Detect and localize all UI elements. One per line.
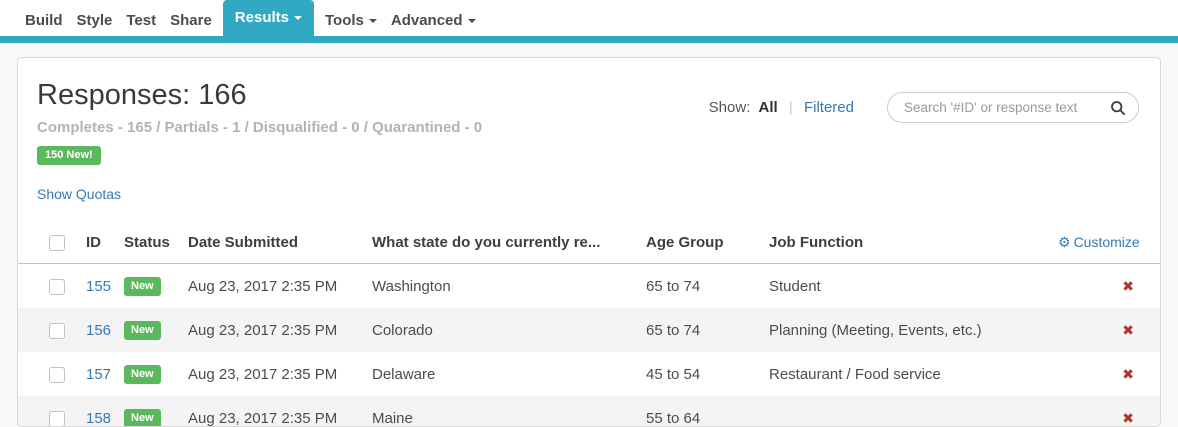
page-title: Responses: 166 [37, 79, 247, 111]
column-header-id[interactable]: ID [76, 226, 114, 265]
nav-item-advanced-label: Advanced [390, 12, 463, 29]
nav-item-tools[interactable]: Tools [318, 5, 384, 36]
date-submitted-cell: Aug 23, 2017 2:35 PM [188, 277, 338, 295]
nav-item-tools-label: Tools [324, 12, 364, 29]
job-function-cell: Planning (Meeting, Events, etc.) [769, 321, 982, 339]
caret-down-icon [368, 19, 377, 23]
nav-item-share[interactable]: Share [170, 12, 212, 29]
delete-response-icon[interactable]: ✖ [1122, 365, 1134, 382]
customize-button[interactable]: ⚙ Customize [1058, 234, 1140, 250]
table-header-row: ID Status Date Submitted What state do y… [18, 226, 1160, 265]
column-header-date[interactable]: Date Submitted [178, 226, 362, 265]
show-separator: | [788, 99, 793, 116]
table-row: 157 New Aug 23, 2017 2:35 PM Delaware 45… [18, 352, 1160, 396]
status-badge: New [124, 409, 161, 426]
job-function-cell [759, 396, 1048, 426]
status-badge: New [124, 365, 161, 385]
nav-item-results-label: Results [234, 9, 289, 26]
responses-panel: Responses: 166 Completes - 165 / Partial… [17, 57, 1161, 427]
column-header-state[interactable]: What state do you currently re... [362, 226, 636, 265]
state-cell: Colorado [372, 321, 433, 339]
nav-accent-bar [0, 36, 1178, 43]
column-header-status[interactable]: Status [114, 226, 178, 265]
caret-down-icon [293, 16, 302, 20]
delete-response-icon[interactable]: ✖ [1122, 409, 1134, 426]
content-area: Responses: 166 Completes - 165 / Partial… [0, 43, 1178, 427]
age-group-cell: 55 to 64 [646, 409, 701, 427]
job-function-cell: Student [769, 277, 821, 295]
panel-header: Responses: 166 Completes - 165 / Partial… [18, 79, 1160, 204]
responses-tbody: 155 New Aug 23, 2017 2:35 PM Washington … [18, 264, 1160, 427]
column-header-job[interactable]: Job Function [759, 226, 1048, 265]
nav-item-style[interactable]: Style [76, 12, 113, 29]
show-label: Show: [708, 99, 751, 116]
response-id-link[interactable]: 158 [86, 409, 112, 427]
age-group-cell: 65 to 74 [646, 321, 701, 339]
delete-response-icon[interactable]: ✖ [1122, 321, 1134, 338]
table-row: 158 New Aug 23, 2017 2:35 PM Maine 55 to… [18, 396, 1160, 427]
show-filter-toggle: Show: All | Filtered [709, 99, 854, 116]
new-responses-badge: 150 New! [37, 146, 101, 166]
date-submitted-cell: Aug 23, 2017 2:35 PM [188, 409, 338, 427]
show-all-link[interactable]: All [758, 99, 778, 116]
response-id-link[interactable]: 156 [86, 321, 112, 339]
row-checkbox[interactable] [49, 410, 65, 426]
status-badge: New [124, 321, 161, 341]
delete-response-icon[interactable]: ✖ [1122, 277, 1134, 294]
show-filtered-link[interactable]: Filtered [803, 99, 854, 116]
state-cell: Washington [372, 277, 451, 295]
state-cell: Delaware [372, 365, 436, 383]
age-group-cell: 65 to 74 [646, 277, 701, 295]
table-row: 156 New Aug 23, 2017 2:35 PM Colorado 65… [18, 308, 1160, 353]
nav-item-test[interactable]: Test [126, 12, 157, 29]
header-controls: Show: All | Filtered [709, 92, 1139, 123]
select-all-checkbox[interactable] [49, 235, 65, 252]
job-function-cell: Restaurant / Food service [769, 365, 941, 383]
response-stats: Completes - 165 / Partials - 1 / Disqual… [37, 119, 483, 137]
row-checkbox[interactable] [49, 278, 65, 295]
search-icon[interactable] [1110, 100, 1126, 116]
age-group-cell: 45 to 54 [646, 365, 701, 383]
column-header-age[interactable]: Age Group [636, 226, 759, 265]
responses-summary: Responses: 166 Completes - 165 / Partial… [37, 79, 482, 204]
state-cell: Maine [372, 409, 413, 427]
status-badge: New [124, 277, 161, 297]
nav-item-build[interactable]: Build [25, 12, 63, 29]
response-id-link[interactable]: 157 [86, 365, 112, 383]
search-input[interactable] [902, 99, 1104, 116]
show-quotas-link[interactable]: Show Quotas [37, 186, 122, 203]
date-submitted-cell: Aug 23, 2017 2:35 PM [188, 321, 338, 339]
row-checkbox[interactable] [49, 322, 65, 339]
customize-label: Customize [1073, 234, 1140, 251]
nav-item-results[interactable]: Results [222, 0, 314, 36]
nav-item-advanced[interactable]: Advanced [384, 5, 483, 36]
top-nav: Build Style Test Share Results Tools Adv… [0, 0, 1178, 36]
search-box [887, 92, 1139, 123]
table-row: 155 New Aug 23, 2017 2:35 PM Washington … [18, 264, 1160, 309]
gear-icon: ⚙ [1058, 234, 1071, 251]
row-checkbox[interactable] [49, 366, 65, 383]
date-submitted-cell: Aug 23, 2017 2:35 PM [188, 365, 338, 383]
response-id-link[interactable]: 155 [86, 277, 112, 295]
caret-down-icon [467, 19, 476, 23]
responses-table: ID Status Date Submitted What state do y… [18, 226, 1160, 427]
